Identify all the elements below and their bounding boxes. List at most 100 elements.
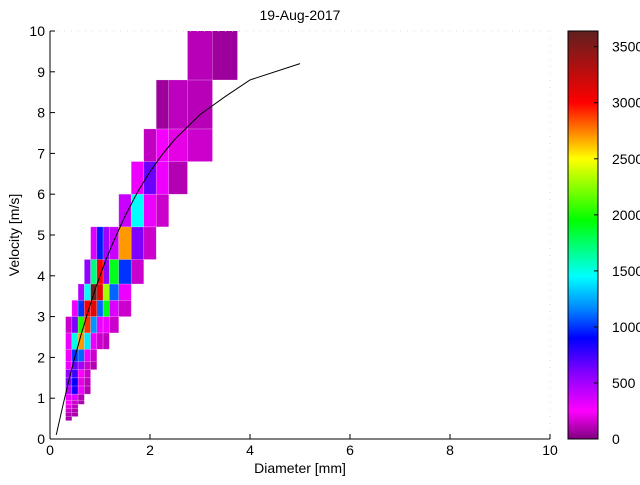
heatmap-cell [77, 299, 85, 317]
heatmap-cell [130, 161, 145, 195]
heatmap-cell [90, 299, 98, 317]
colorbar-tick-label: 1500 [612, 263, 640, 279]
y-axis-label: Velocity [m/s] [6, 194, 22, 276]
fit-line-group [55, 63, 301, 436]
heatmap-cell [65, 416, 73, 421]
heatmap-cell [65, 332, 73, 350]
heatmap-cell [130, 226, 145, 260]
heatmap-cell [96, 259, 104, 285]
heatmap-cell [71, 408, 79, 413]
colorbar-tick-label: 0 [612, 431, 620, 447]
heatmap-cell [102, 259, 110, 285]
heatmap-cell [71, 369, 79, 379]
heatmap-cell [109, 299, 120, 317]
heatmap-cell [168, 161, 188, 195]
heatmap-cell [77, 361, 85, 370]
heatmap-cell [71, 385, 79, 395]
fit-line [55, 63, 301, 436]
colorbar-scale [567, 30, 599, 440]
heatmap-cell [71, 332, 79, 350]
heatmap-cell [109, 226, 120, 260]
y-tick-label: 7 [37, 145, 45, 161]
heatmap-cell [96, 283, 104, 301]
heatmap-cell [143, 128, 157, 162]
heatmap-cell [96, 226, 104, 260]
heatmap-cell [143, 193, 157, 228]
y-tick-label: 8 [37, 105, 45, 121]
heatmap-cell [96, 299, 104, 317]
colorbar-tick-label: 2500 [612, 151, 640, 167]
heatmap-cell [155, 79, 170, 130]
heatmap-cell [77, 283, 85, 301]
heatmap-cell [90, 332, 98, 350]
heatmap-cell [84, 259, 91, 285]
heatmap-cell [155, 161, 170, 195]
heatmap-cell [65, 404, 73, 409]
axes: 0 2 4 6 8 10 0 1 2 3 4 5 6 7 8 9 10 [29, 23, 558, 458]
heatmap-cell [84, 332, 91, 350]
heatmap-cell [90, 259, 98, 285]
heatmap-cell [102, 332, 110, 350]
heatmap-cell [102, 316, 110, 334]
heatmap-cell [77, 399, 85, 405]
heatmap-cell [90, 361, 98, 370]
heatmap-cell [168, 79, 188, 130]
heatmap-cell [130, 193, 145, 228]
x-tick-label: 10 [542, 442, 558, 458]
heatmap-cell [212, 31, 238, 81]
x-axis-label: Diameter [mm] [254, 460, 346, 476]
y-tick-label: 0 [37, 431, 45, 447]
heatmap-cell [155, 193, 170, 228]
heatmap-cell [109, 259, 120, 285]
heatmap-cell [71, 316, 79, 334]
heatmap-cell [118, 259, 132, 285]
heatmap-cell [155, 128, 170, 162]
heatmap-cell [84, 377, 91, 387]
heatmap-cell [130, 259, 145, 285]
y-tick-label: 6 [37, 186, 45, 202]
heatmap-cell [65, 348, 73, 362]
heatmap-cell [77, 348, 85, 362]
heatmap-cell [84, 369, 91, 379]
heatmap-cell [77, 316, 85, 334]
heatmap-cell [90, 226, 98, 260]
heatmap-cell [84, 348, 91, 362]
colorbar-tick-label: 1000 [612, 319, 640, 335]
heatmap-cell [77, 377, 85, 387]
heatmap-cell [71, 393, 79, 401]
colorbar-tick-label: 2000 [612, 207, 640, 223]
heatmap-cell [77, 369, 85, 379]
heatmap-cell [118, 299, 132, 317]
colorbar-tick-label: 3000 [612, 95, 640, 111]
x-tick-label: 4 [246, 442, 254, 458]
heatmap-cell [102, 299, 110, 317]
heatmap-cell [65, 399, 73, 405]
heatmap-cell [71, 377, 79, 387]
heatmap-cell [65, 361, 73, 370]
heatmap-cell [65, 393, 73, 401]
heatmap-cell [65, 408, 73, 413]
y-tick-label: 3 [37, 309, 45, 325]
x-tick-label: 8 [446, 442, 454, 458]
heatmap-cell [187, 128, 213, 162]
heatmap-cell [71, 299, 79, 317]
heatmap-cell [118, 193, 132, 228]
heatmap-cell [118, 226, 132, 260]
heatmap-cell [109, 316, 120, 334]
y-tick-label: 9 [37, 64, 45, 80]
x-tick-label: 6 [346, 442, 354, 458]
heatmap-cell [187, 31, 213, 81]
heatmap-cell [168, 128, 188, 162]
heatmap-cell [77, 385, 85, 395]
colorbar: 0 500 1000 1500 2000 2500 3000 3500 [567, 30, 640, 447]
heatmap-cell [71, 412, 79, 417]
colorbar-tick-label: 500 [612, 375, 636, 391]
y-tick-label: 5 [37, 227, 45, 243]
heatmap-cell [71, 399, 79, 405]
y-tick-label: 1 [37, 390, 45, 406]
colorbar-tick-label: 3500 [612, 39, 640, 55]
heatmap-cell [65, 412, 73, 417]
heatmap-cell [65, 316, 73, 334]
heatmap-cell [84, 283, 91, 301]
